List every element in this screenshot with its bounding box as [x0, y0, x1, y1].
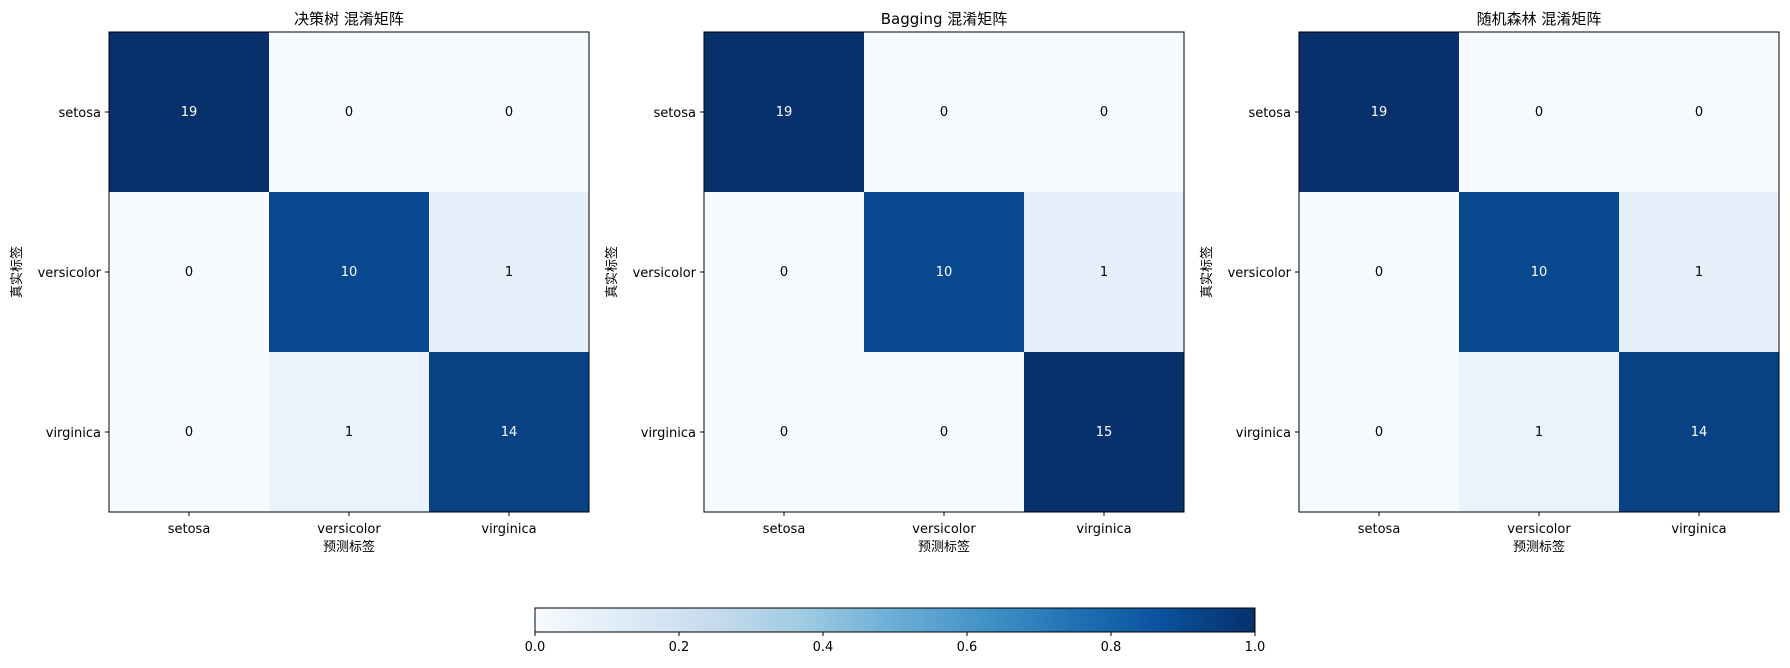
heatmap-cell [1619, 192, 1779, 352]
heatmap-cell [864, 352, 1024, 512]
cell-value-label: 0 [1535, 105, 1543, 120]
heatmap-cell [1619, 32, 1779, 192]
heatmap-cell [1459, 192, 1619, 352]
cell-value-label: 0 [1695, 105, 1703, 120]
cell-value-label: 0 [940, 105, 948, 120]
heatmap-cell [1299, 32, 1459, 192]
colorbar-bar [534, 607, 1256, 633]
x-tick-label: setosa [763, 522, 806, 537]
cell-value-label: 15 [1096, 425, 1113, 440]
chart-title: Bagging 混淆矩阵 [881, 10, 1008, 28]
cell-value-label: 0 [1100, 105, 1108, 120]
heatmap-cell [864, 192, 1024, 352]
x-tick-label: versicolor [912, 522, 976, 537]
x-tick-label: setosa [1358, 522, 1401, 537]
y-tick-label: versicolor [38, 266, 102, 281]
heatmap-cell [109, 192, 269, 352]
heatmap-cell [704, 352, 864, 512]
heatmap-cell [1459, 32, 1619, 192]
cell-value-label: 1 [345, 425, 353, 440]
y-tick-label: setosa [58, 106, 101, 121]
heatmap-cell [1619, 352, 1779, 512]
colorbar-tick-label: 0.2 [669, 640, 690, 655]
y-tick-label: versicolor [1228, 266, 1292, 281]
cell-value-label: 10 [936, 265, 953, 280]
cell-value-label: 1 [1535, 425, 1543, 440]
heatmap-cell [1024, 32, 1184, 192]
cell-value-label: 19 [1371, 105, 1388, 120]
x-tick-label: virginica [1671, 522, 1726, 537]
heatmap-cell [109, 352, 269, 512]
cell-value-label: 19 [181, 105, 198, 120]
colorbar-tick-label: 1.0 [1245, 640, 1266, 655]
cell-value-label: 0 [505, 105, 513, 120]
cell-value-label: 0 [780, 425, 788, 440]
cell-value-label: 10 [341, 265, 358, 280]
heatmap-cell [429, 192, 589, 352]
cell-value-label: 0 [940, 425, 948, 440]
heatmap-cell [109, 32, 269, 192]
cell-value-label: 1 [505, 265, 513, 280]
x-axis-label: 预测标签 [323, 539, 375, 555]
colorbar-tick-label: 0.4 [813, 640, 834, 655]
heatmap-cell [269, 352, 429, 512]
y-tick-label: setosa [1248, 106, 1291, 121]
heatmap-cell [704, 32, 864, 192]
cell-value-label: 0 [780, 265, 788, 280]
cell-value-label: 0 [1375, 265, 1383, 280]
y-axis-label: 真实标签 [1199, 246, 1215, 298]
chart-title: 决策树 混淆矩阵 [294, 10, 404, 28]
x-tick-label: setosa [168, 522, 211, 537]
cell-value-label: 0 [1375, 425, 1383, 440]
x-tick-label: virginica [481, 522, 536, 537]
y-tick-label: versicolor [633, 266, 697, 281]
x-tick-label: virginica [1076, 522, 1131, 537]
cell-value-label: 1 [1100, 265, 1108, 280]
heatmap-cell [1299, 192, 1459, 352]
x-tick-label: versicolor [1507, 522, 1571, 537]
heatmap-cell [1459, 352, 1619, 512]
cell-value-label: 14 [1691, 425, 1708, 440]
x-axis-label: 预测标签 [1513, 539, 1565, 555]
heatmap-cell [429, 32, 589, 192]
heatmap-cell [429, 352, 589, 512]
y-axis-label: 真实标签 [604, 246, 620, 298]
x-tick-label: versicolor [317, 522, 381, 537]
heatmap-cell [269, 32, 429, 192]
heatmap-cell [704, 192, 864, 352]
cell-value-label: 0 [185, 425, 193, 440]
y-tick-label: virginica [1236, 426, 1291, 441]
heatmap-cell [1024, 192, 1184, 352]
cell-value-label: 0 [345, 105, 353, 120]
y-tick-label: setosa [653, 106, 696, 121]
cell-value-label: 19 [776, 105, 793, 120]
y-tick-label: virginica [46, 426, 101, 441]
colorbar-tick-label: 0.6 [957, 640, 978, 655]
cell-value-label: 1 [1695, 265, 1703, 280]
colorbar-tick-label: 0.0 [525, 640, 546, 655]
heatmap-cell [1024, 352, 1184, 512]
cell-value-label: 14 [501, 425, 518, 440]
cell-value-label: 10 [1531, 265, 1548, 280]
cell-value-label: 0 [185, 265, 193, 280]
colorbar: 0.0 0.2 0.4 0.6 0.8 1.0 [525, 607, 1266, 655]
x-axis-label: 预测标签 [918, 539, 970, 555]
heatmap-cell [864, 32, 1024, 192]
heatmap-cell [269, 192, 429, 352]
chart-title: 随机森林 混淆矩阵 [1477, 10, 1602, 28]
y-tick-label: virginica [641, 426, 696, 441]
colorbar-tick-label: 0.8 [1101, 640, 1122, 655]
y-axis-label: 真实标签 [9, 246, 25, 298]
heatmap-cell [1299, 352, 1459, 512]
